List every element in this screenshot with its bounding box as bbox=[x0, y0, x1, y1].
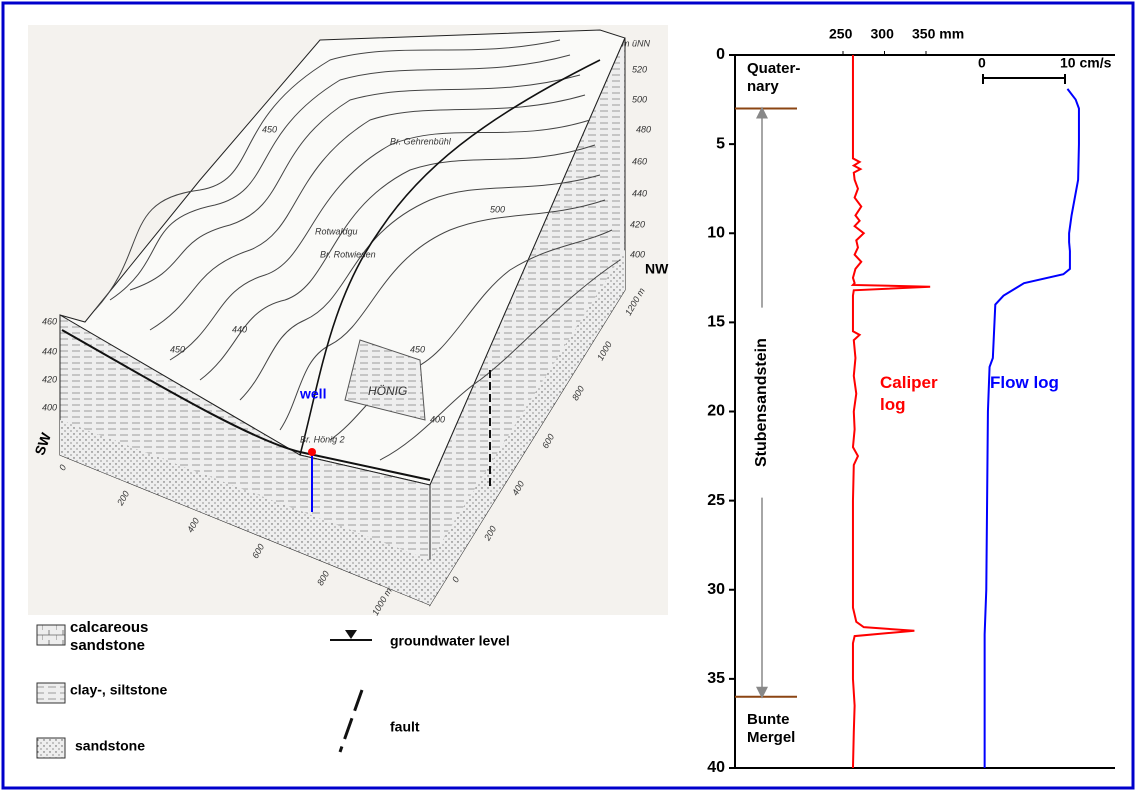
y-tick-label: 5 bbox=[716, 135, 725, 152]
elev-right: 400 bbox=[630, 249, 645, 259]
elev-right: 460 bbox=[632, 156, 647, 166]
y-tick-label: 40 bbox=[707, 759, 725, 776]
x2-tick-label: 0 bbox=[978, 55, 986, 71]
legend-label: clay-, siltstone bbox=[70, 682, 167, 698]
legend-label: groundwater level bbox=[390, 633, 510, 649]
elev-right: 520 bbox=[632, 64, 647, 74]
y-tick-label: 0 bbox=[716, 46, 725, 63]
legend-groundwater bbox=[345, 630, 357, 639]
legend-swatch bbox=[37, 683, 65, 703]
elev-right: 480 bbox=[636, 124, 651, 134]
place-label: Br. Rotwiesen bbox=[320, 249, 376, 259]
formation-label: Quater-nary bbox=[747, 60, 811, 96]
contour-label: 450 bbox=[170, 344, 185, 354]
elev-unit: m üNN bbox=[622, 38, 651, 48]
nw-label: NW bbox=[645, 261, 669, 277]
contour-label: 500 bbox=[490, 204, 505, 214]
x-tick-label: 350 mm bbox=[912, 26, 964, 42]
elev-left: 400 bbox=[42, 402, 57, 412]
place-label: Br. Hönig 2 bbox=[300, 434, 345, 444]
elev-right: 500 bbox=[632, 94, 647, 104]
contour-label: 450 bbox=[262, 124, 277, 134]
legend-swatch bbox=[37, 738, 65, 758]
series-label: Flow log bbox=[990, 372, 1090, 394]
page: well HÖNIG SW NW 460 440 420 400 m üNN 5… bbox=[0, 0, 1136, 791]
y-tick-label: 10 bbox=[707, 224, 725, 241]
log-line bbox=[985, 89, 1079, 768]
well-label: well bbox=[299, 386, 326, 402]
x-tick-label: 300 bbox=[871, 26, 895, 42]
legend-label: sandstone bbox=[75, 738, 145, 754]
y-tick-label: 35 bbox=[707, 670, 725, 687]
x-tick-label: 250 bbox=[829, 26, 853, 42]
y-tick-label: 20 bbox=[707, 403, 725, 420]
contour-label: 450 bbox=[410, 344, 425, 354]
legend-fault bbox=[340, 690, 362, 752]
y-tick-label: 30 bbox=[707, 581, 725, 598]
elev-right: 420 bbox=[630, 219, 645, 229]
place-label: Br. Gehrenbühl bbox=[390, 136, 452, 146]
figure: well HÖNIG SW NW 460 440 420 400 m üNN 5… bbox=[0, 0, 1136, 791]
contour-label: 440 bbox=[232, 324, 247, 334]
place-label: Rotwaldgu bbox=[315, 226, 358, 236]
x2-tick-label: 10 cm/s bbox=[1060, 55, 1112, 71]
elev-left: 460 bbox=[42, 316, 57, 326]
elev-left: 440 bbox=[42, 346, 57, 356]
legend-label: fault bbox=[390, 719, 420, 735]
y-tick-label: 25 bbox=[707, 492, 725, 509]
formation-label: Stubensandstein bbox=[753, 338, 770, 467]
formation-label: Bunte Mergel bbox=[747, 711, 817, 747]
field-label: HÖNIG bbox=[368, 384, 407, 398]
elev-right: 440 bbox=[632, 188, 647, 198]
legend-label: calcareous sandstone bbox=[70, 619, 165, 655]
y-tick-label: 15 bbox=[707, 314, 725, 331]
series-label: Caliper log bbox=[880, 372, 940, 416]
elev-left: 420 bbox=[42, 374, 57, 384]
legend-swatch bbox=[37, 625, 65, 645]
contour-label: 400 bbox=[430, 414, 445, 424]
well-dot bbox=[308, 448, 316, 456]
